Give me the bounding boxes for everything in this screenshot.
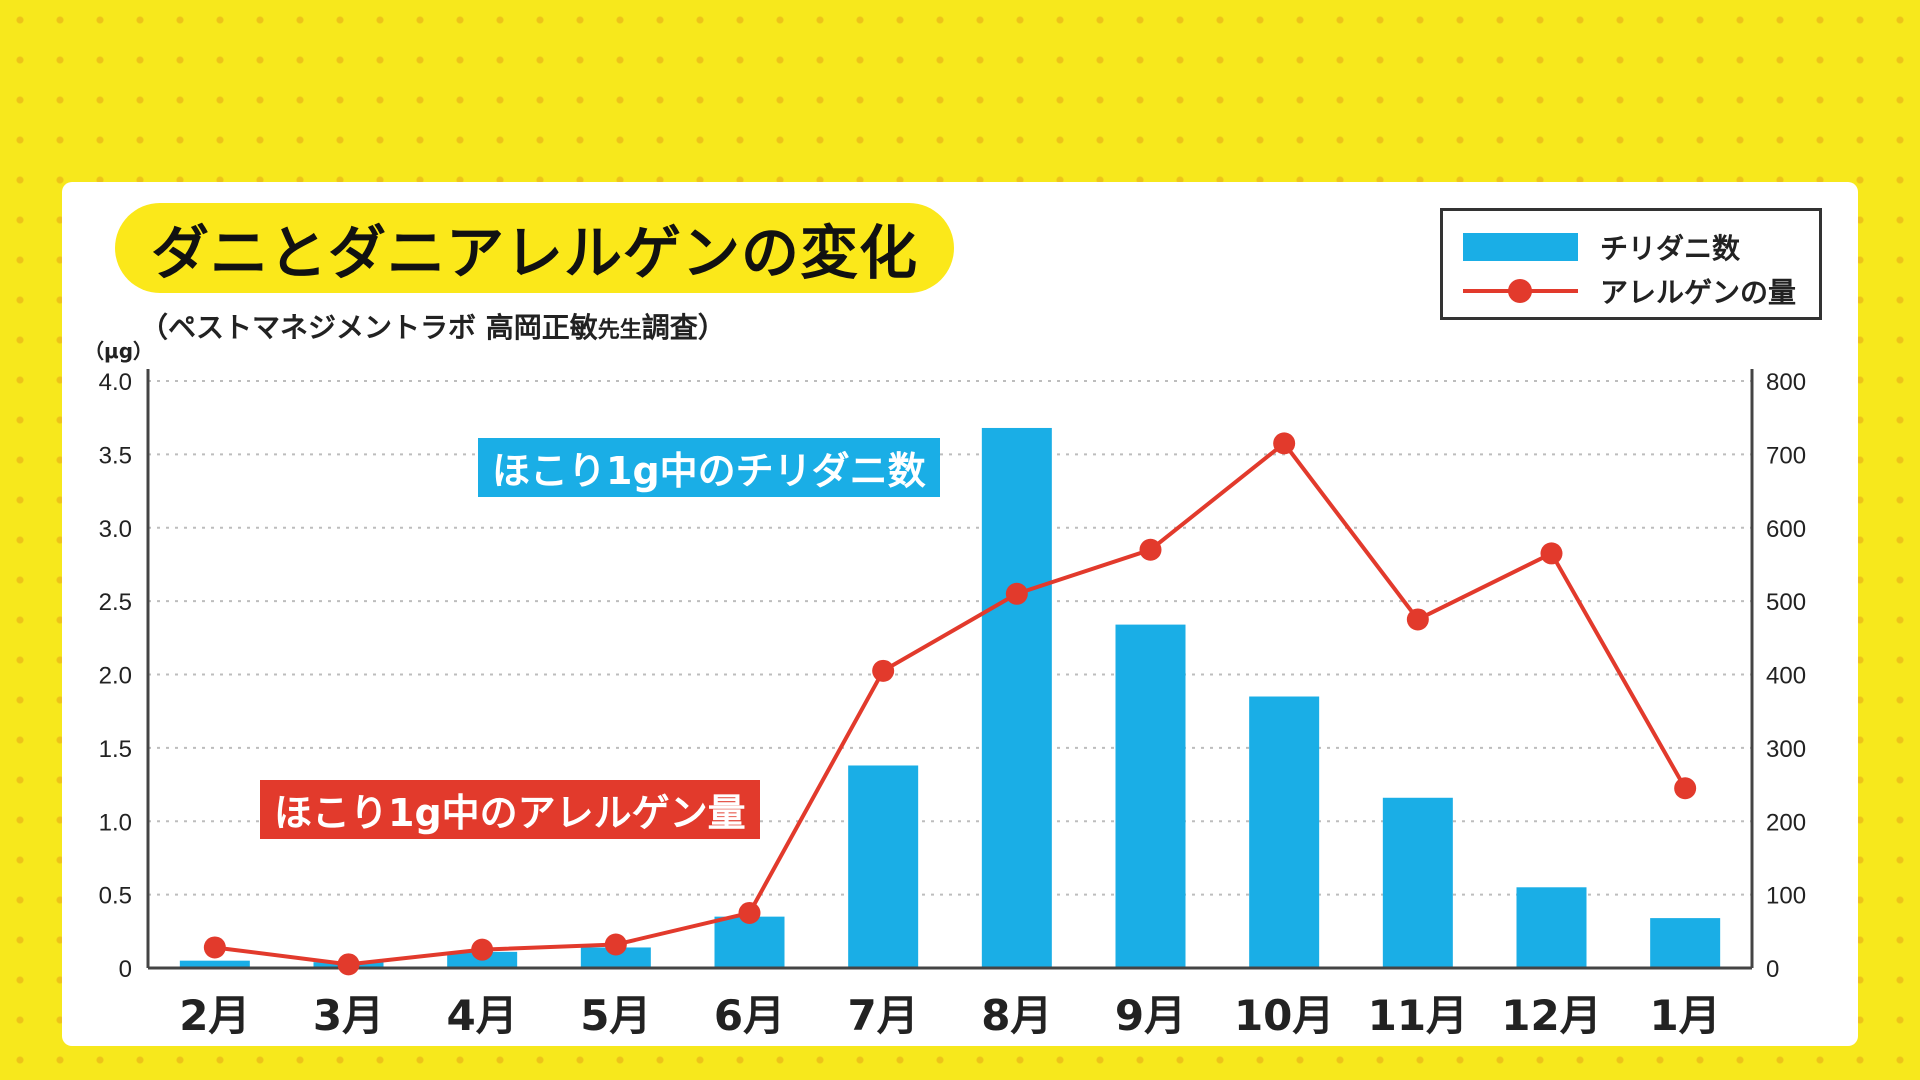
bar: [1650, 918, 1721, 968]
bar-annotation: ほこり1g中のチリダニ数: [478, 438, 940, 497]
legend-line-swatch: [1463, 277, 1578, 305]
x-tick-label: 12月: [1501, 991, 1601, 1040]
line-point: [1674, 777, 1697, 800]
bar: [714, 916, 785, 968]
source-tail: 調査）: [641, 311, 726, 344]
x-tick-label: 1月: [1650, 991, 1721, 1040]
right-tick-label: 400: [1766, 663, 1806, 690]
bar-series: [179, 427, 1721, 969]
left-tick-label: 0.5: [99, 883, 132, 910]
axes: [146, 369, 1754, 970]
right-tick-label: 700: [1766, 442, 1806, 469]
bar: [580, 947, 651, 968]
right-tick-label: 800: [1766, 369, 1806, 396]
grid-lines: [148, 380, 1752, 896]
x-tick-label: 9月: [1115, 991, 1186, 1040]
line-point: [1540, 542, 1563, 565]
line-point: [738, 901, 761, 924]
line-point: [1139, 538, 1162, 561]
line-point: [872, 659, 895, 682]
chart-legend: チリダニ数 アレルゲンの量: [1440, 208, 1822, 320]
series-line: [214, 441, 1687, 967]
x-tick-label: 5月: [580, 991, 651, 1040]
bar: [1115, 624, 1186, 968]
right-tick-label: 500: [1766, 589, 1806, 616]
source-main: （ペストマネジメントラボ 高岡正敏: [140, 311, 598, 344]
bar: [981, 427, 1052, 969]
left-tick-label: 4.0: [99, 369, 132, 396]
x-tick-label: 3月: [313, 991, 384, 1040]
line-point: [471, 938, 494, 961]
bar: [1516, 887, 1587, 968]
line-series: [203, 432, 1697, 976]
right-tick-label: 200: [1766, 809, 1806, 836]
line-point: [203, 936, 226, 959]
left-tick-label: 3.5: [99, 442, 132, 469]
chart-title: ダニとダニアレルゲンの変化: [115, 203, 955, 293]
left-tick-label: 2.0: [99, 663, 132, 690]
right-tick-label: 100: [1766, 883, 1806, 910]
left-tick-label: 1.0: [99, 809, 132, 836]
x-tick-label: 4月: [447, 991, 518, 1040]
line-annotation: ほこり1g中のアレルゲン量: [260, 780, 760, 839]
legend-bar-swatch: [1463, 233, 1578, 261]
bar: [848, 765, 919, 968]
axis-labels: 0 0 0.5 100 1.0 200 1.5 300 2.0 400 2.5 500 3.0 600 3.…: [84, 339, 1806, 1040]
line-point: [1273, 432, 1296, 455]
left-tick-label: 3.0: [99, 516, 132, 543]
legend-bar-label: チリダニ数: [1600, 232, 1741, 265]
x-tick-label: 10月: [1234, 991, 1334, 1040]
line-point: [1005, 582, 1028, 605]
line-point: [604, 933, 627, 956]
bar: [179, 960, 250, 968]
x-tick-label: 8月: [981, 991, 1052, 1040]
left-unit-label: （μg）: [84, 339, 153, 363]
line-point: [337, 953, 360, 976]
line-point: [1406, 608, 1429, 631]
legend-item-bar: チリダニ数: [1463, 227, 1740, 267]
source-small: 先生: [597, 318, 642, 343]
right-tick-label: 600: [1766, 516, 1806, 543]
x-tick-label: 6月: [714, 991, 785, 1040]
left-tick-label: 0: [119, 956, 132, 983]
x-tick-label: 2月: [179, 991, 250, 1040]
legend-line-label: アレルゲンの量: [1600, 276, 1797, 309]
bar: [1382, 797, 1453, 968]
right-tick-label: 300: [1766, 736, 1806, 763]
right-tick-label: 0: [1766, 956, 1779, 983]
x-tick-label: 7月: [848, 991, 919, 1040]
source-note: （ペストマネジメントラボ 高岡正敏先生調査）: [140, 306, 726, 346]
legend-item-line: アレルゲンの量: [1463, 271, 1796, 311]
bar: [1249, 696, 1320, 968]
left-tick-label: 2.5: [99, 589, 132, 616]
left-tick-label: 1.5: [99, 736, 132, 763]
x-tick-label: 11月: [1368, 991, 1468, 1040]
